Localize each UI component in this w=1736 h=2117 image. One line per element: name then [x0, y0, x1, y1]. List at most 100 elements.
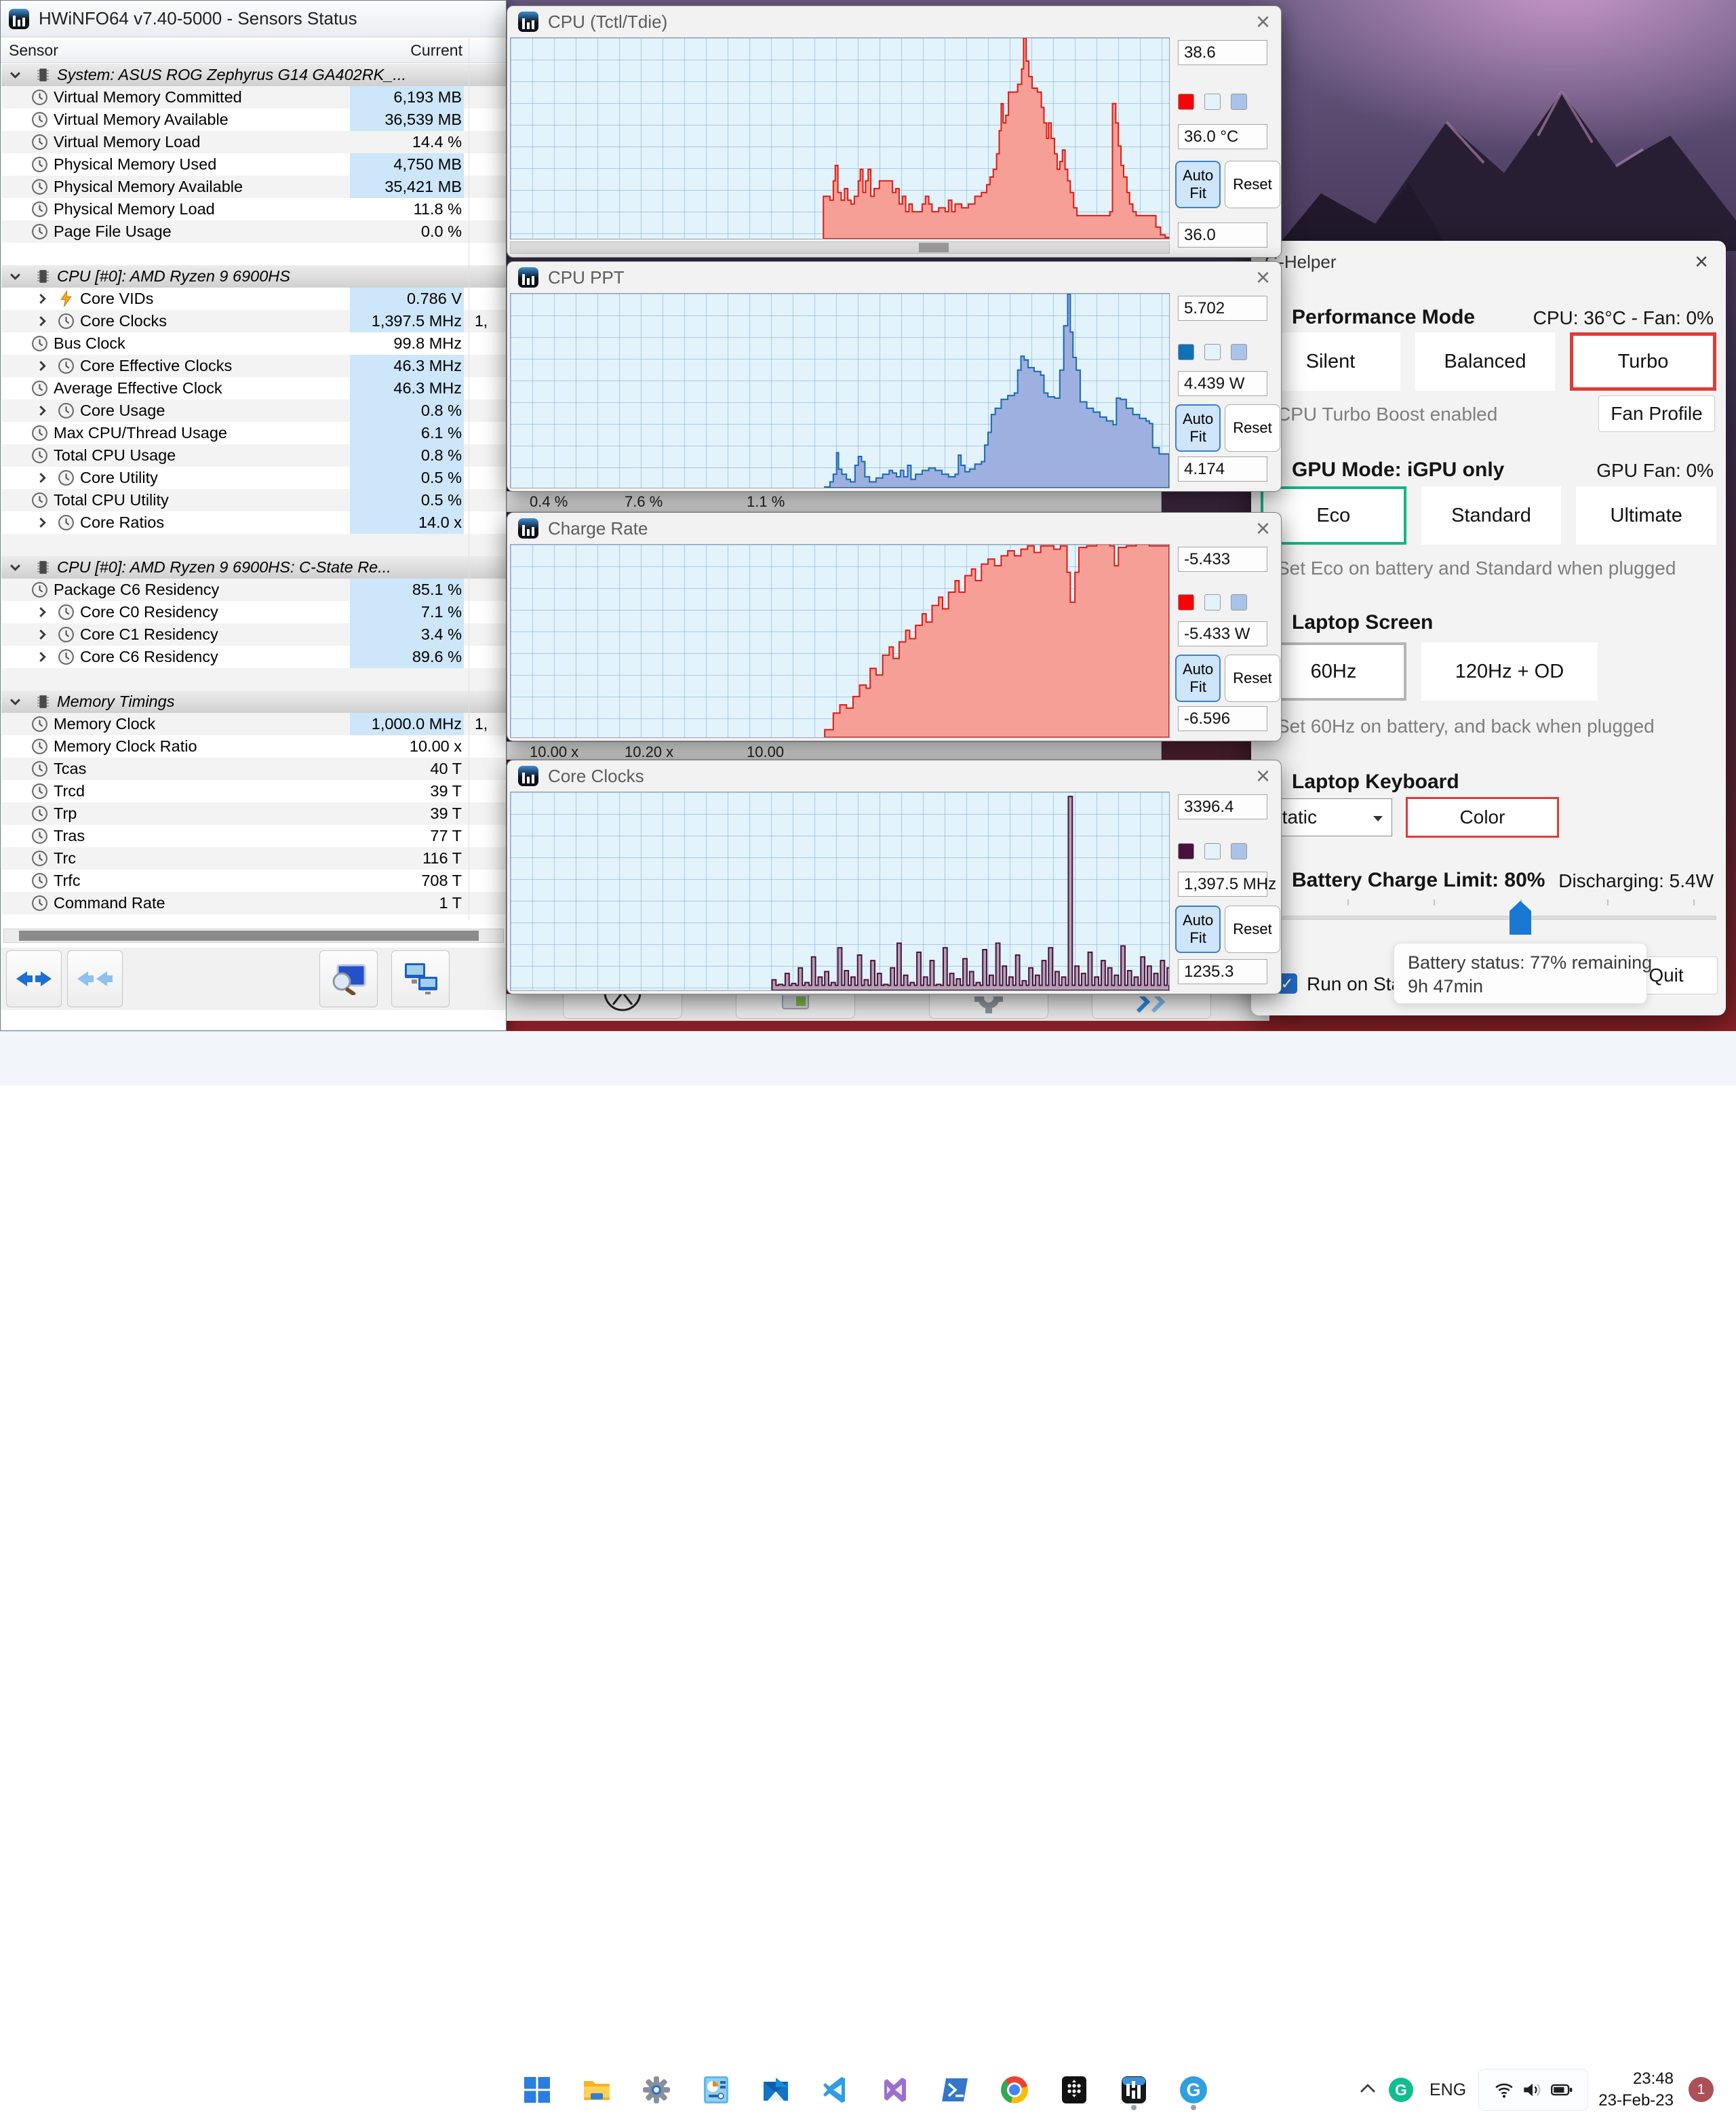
- language-indicator[interactable]: ENG: [1429, 2063, 1466, 2117]
- auto-fit-button[interactable]: Auto Fit: [1175, 161, 1221, 208]
- sensor-section-row[interactable]: Memory Timings: [1, 691, 506, 713]
- auto-fit-button[interactable]: Auto Fit: [1175, 404, 1221, 452]
- expand-chevron-icon[interactable]: [37, 405, 48, 416]
- column-header-current[interactable]: Current: [1, 41, 462, 60]
- close-icon[interactable]: ×: [1695, 249, 1708, 275]
- taskbar-mail[interactable]: [761, 2074, 791, 2106]
- scrollbar-handle[interactable]: [19, 931, 479, 941]
- background-color-swatch[interactable]: [1204, 94, 1221, 110]
- expand-chevron-icon[interactable]: [37, 293, 48, 305]
- fan-profile-button[interactable]: Fan Profile: [1598, 395, 1715, 432]
- series-color-swatch[interactable]: [1178, 843, 1194, 859]
- grammarly-tray-icon[interactable]: G: [1389, 2078, 1413, 2102]
- reset-button[interactable]: Reset: [1225, 404, 1280, 452]
- color-button[interactable]: Color: [1406, 797, 1559, 838]
- graph-scrollbar[interactable]: [510, 241, 1170, 254]
- taskbar-vscode[interactable]: [821, 2074, 850, 2106]
- battery-slider-handle[interactable]: [1510, 901, 1531, 935]
- collapse-columns-button[interactable]: [67, 950, 123, 1007]
- graph-titlebar[interactable]: CPU PPT ×: [507, 262, 1281, 293]
- scrollbar-handle[interactable]: [919, 243, 949, 252]
- taskbar-chrome[interactable]: [1000, 2074, 1029, 2106]
- reset-button[interactable]: Reset: [1225, 906, 1280, 953]
- balanced-button[interactable]: Balanced: [1415, 332, 1555, 391]
- 120hz-od-button[interactable]: 120Hz + OD: [1421, 642, 1598, 701]
- close-icon[interactable]: ×: [1256, 265, 1270, 290]
- expand-chevron-icon[interactable]: [37, 629, 48, 640]
- ultimate-button[interactable]: Ultimate: [1576, 486, 1716, 545]
- remote-monitoring-button[interactable]: [391, 950, 450, 1007]
- eco-button-active[interactable]: Eco: [1261, 486, 1406, 545]
- close-icon[interactable]: ×: [1256, 9, 1270, 34]
- collapse-chevron-icon[interactable]: [9, 696, 21, 707]
- clock[interactable]: 23:48 23-Feb-23: [1598, 2068, 1674, 2112]
- slider-track[interactable]: [1261, 916, 1716, 920]
- graph-titlebar[interactable]: CPU (Tctl/Tdie) ×: [507, 6, 1281, 37]
- taskbar-file-explorer[interactable]: [582, 2074, 612, 2106]
- taskbar-g-helper[interactable]: G: [1179, 2074, 1208, 2106]
- taskbar-visual-studio[interactable]: [880, 2074, 910, 2106]
- graph-titlebar[interactable]: Charge Rate ×: [507, 513, 1281, 544]
- notification-badge[interactable]: 1: [1689, 2077, 1714, 2102]
- auto-fit-button[interactable]: Auto Fit: [1175, 655, 1221, 702]
- sensor-section-row[interactable]: CPU [#0]: AMD Ryzen 9 6900HS: C-State Re…: [1, 556, 506, 579]
- collapse-chevron-icon[interactable]: [9, 562, 21, 573]
- sensor-section-row[interactable]: CPU [#0]: AMD Ryzen 9 6900HS: [1, 265, 506, 288]
- grid-color-swatch[interactable]: [1231, 344, 1247, 360]
- tray-status-group[interactable]: [1478, 2069, 1588, 2111]
- taskbar-system-widget[interactable]: [701, 2074, 731, 2106]
- collapse-chevron-icon[interactable]: [9, 271, 21, 282]
- graph-titlebar[interactable]: Core Clocks ×: [507, 760, 1281, 792]
- taskbar-powershell[interactable]: [940, 2074, 970, 2106]
- reset-button[interactable]: Reset: [1225, 655, 1280, 702]
- battery-limit-slider[interactable]: [1261, 895, 1716, 933]
- expand-chevron-icon[interactable]: [37, 606, 48, 618]
- grid-color-swatch[interactable]: [1231, 94, 1247, 110]
- hwinfo-titlebar[interactable]: HWiNFO64 v7.40-5000 - Sensors Status: [1, 1, 506, 37]
- sensor-section-row[interactable]: System: ASUS ROG Zephyrus G14 GA402RK_..…: [1, 64, 506, 86]
- background-color-swatch[interactable]: [1204, 843, 1221, 859]
- horizontal-scrollbar[interactable]: [3, 929, 504, 943]
- series-color-swatch[interactable]: [1178, 94, 1194, 110]
- close-icon[interactable]: ×: [1256, 516, 1270, 541]
- grid-color-swatch[interactable]: [1231, 594, 1247, 610]
- standard-button[interactable]: Standard: [1421, 486, 1562, 545]
- background-color-swatch[interactable]: [1204, 594, 1221, 610]
- taskbar-stream-deck[interactable]: [1059, 2074, 1089, 2106]
- screen-capture-button[interactable]: [319, 950, 378, 1007]
- expand-chevron-icon[interactable]: [37, 360, 48, 372]
- expand-chevron-icon[interactable]: [37, 651, 48, 663]
- expand-chevron-icon[interactable]: [37, 315, 48, 327]
- auto-fit-button[interactable]: Auto Fit: [1175, 906, 1221, 953]
- series-color-swatch[interactable]: [1178, 344, 1194, 360]
- collapse-chevron-icon[interactable]: [9, 69, 21, 81]
- 60hz-button-active[interactable]: 60Hz: [1261, 642, 1406, 701]
- turbo-button-active[interactable]: Turbo: [1570, 332, 1716, 391]
- taskbar-settings[interactable]: [642, 2074, 671, 2106]
